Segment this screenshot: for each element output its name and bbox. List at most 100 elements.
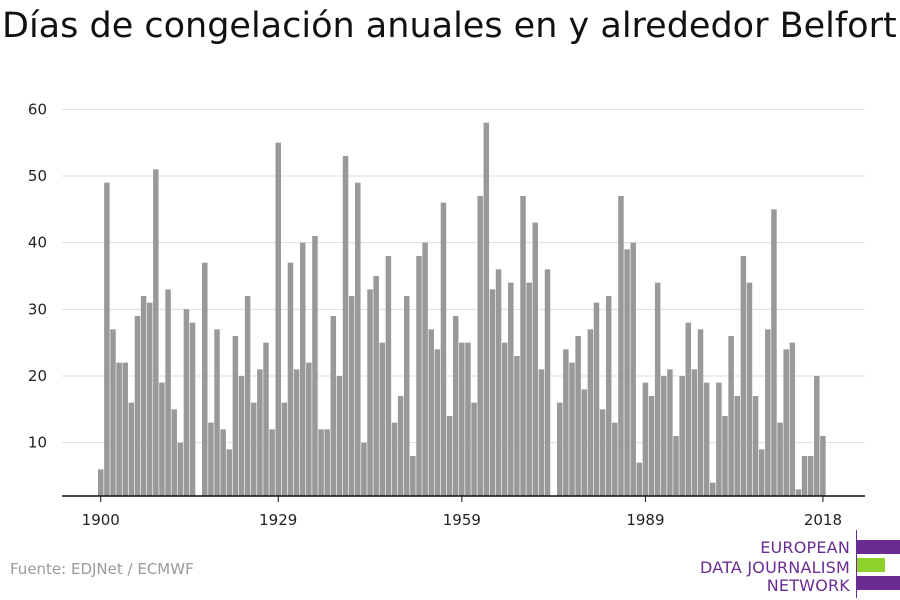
bar-1955 <box>434 349 441 496</box>
y-tick-label: 20 <box>28 367 47 385</box>
bar-1930 <box>281 402 288 496</box>
bar-1932 <box>293 369 300 496</box>
bar-1912 <box>171 409 177 496</box>
bar-1929 <box>275 142 281 496</box>
bar-2014 <box>795 489 802 496</box>
bar-1945 <box>373 276 379 496</box>
bar-1917 <box>202 262 208 496</box>
bar-1986 <box>624 249 630 496</box>
bar-1952 <box>416 256 422 496</box>
bar-1908 <box>146 302 153 496</box>
bar-2004 <box>734 396 740 496</box>
bar-1987 <box>630 242 636 496</box>
bar-1994 <box>673 436 679 496</box>
bar-1934 <box>306 362 312 496</box>
bar-2003 <box>728 336 734 496</box>
x-tick-label: 2018 <box>804 511 842 529</box>
bar-1959 <box>459 342 465 496</box>
bar-2008 <box>758 449 765 496</box>
y-tick-label: 30 <box>28 300 47 318</box>
bar-1926 <box>257 369 263 496</box>
bar-1921 <box>226 449 233 496</box>
bar-1992 <box>661 376 667 496</box>
bar-1990 <box>648 396 655 496</box>
bar-1915 <box>189 322 196 496</box>
x-tick-label: 1989 <box>626 511 664 529</box>
y-tick-label: 50 <box>28 167 47 185</box>
bar-2018 <box>820 436 826 496</box>
bar-1977 <box>569 362 575 496</box>
bar-2002 <box>722 416 728 496</box>
bar-1975 <box>557 402 563 496</box>
bar-2005 <box>740 256 747 496</box>
bar-1940 <box>342 156 349 496</box>
bar-1957 <box>446 416 453 496</box>
bar-1982 <box>599 409 606 496</box>
bar-1993 <box>667 369 673 496</box>
bar-1998 <box>697 329 704 496</box>
bar-1901 <box>104 182 110 496</box>
bar-1924 <box>244 296 251 496</box>
bar-1927 <box>263 342 269 496</box>
bar-2013 <box>789 342 796 496</box>
logo-line-1: EUROPEAN <box>760 538 850 557</box>
bar-1922 <box>232 336 239 496</box>
bar-2011 <box>777 422 783 496</box>
logo-line-2: DATA JOURNALISM <box>700 558 850 577</box>
x-tick-label: 1900 <box>82 511 120 529</box>
bar-1995 <box>679 376 685 496</box>
y-tick-label: 10 <box>28 434 47 452</box>
edjnet-logo: EUROPEAN DATA JOURNALISM NETWORK <box>700 530 900 598</box>
bar-1999 <box>703 382 710 496</box>
bar-2010 <box>771 209 777 497</box>
bar-1948 <box>391 422 398 496</box>
bar-1997 <box>691 369 698 496</box>
x-tick-label: 1959 <box>443 511 481 529</box>
bar-1928 <box>269 429 275 496</box>
y-tick-label: 40 <box>28 234 47 252</box>
bar-1907 <box>140 296 147 496</box>
bar-1958 <box>452 316 459 496</box>
bar-1935 <box>312 236 318 496</box>
bar-2012 <box>783 349 789 496</box>
y-axis-labels: 10 20 30 40 50 60 <box>28 100 47 451</box>
bar-2000 <box>710 482 716 496</box>
bar-1970 <box>526 282 532 496</box>
bar-1956 <box>440 202 447 496</box>
bar-1973 <box>544 269 551 496</box>
bar-1991 <box>654 282 661 496</box>
bar-1968 <box>514 356 520 496</box>
bar-1947 <box>385 256 392 496</box>
bar-1996 <box>685 322 692 496</box>
bar-1903 <box>116 362 122 496</box>
bar-1910 <box>159 382 165 496</box>
bar-1954 <box>428 329 434 496</box>
bar-1904 <box>122 362 128 496</box>
bar-1939 <box>336 376 343 496</box>
bar-1933 <box>299 242 306 496</box>
bar-1911 <box>165 289 171 496</box>
y-tick-label: 60 <box>28 100 47 118</box>
bar-1925 <box>251 402 257 496</box>
bar-1988 <box>636 462 643 496</box>
bar-1905 <box>128 402 135 496</box>
bar-1969 <box>520 196 526 496</box>
bar-2006 <box>746 282 753 496</box>
bar-1943 <box>361 442 367 496</box>
bar-1965 <box>495 269 502 496</box>
bar-1985 <box>618 196 624 496</box>
bar-1972 <box>538 369 545 496</box>
bar-2016 <box>807 456 814 496</box>
bars <box>98 122 826 497</box>
bar-1936 <box>318 429 324 496</box>
bar-1967 <box>508 282 514 496</box>
bar-1963 <box>483 122 490 497</box>
bar-2015 <box>801 456 808 496</box>
bar-1931 <box>287 262 294 496</box>
bar-1960 <box>465 342 471 496</box>
bar-1981 <box>593 302 600 496</box>
bar-1966 <box>501 342 508 496</box>
bar-1980 <box>587 329 594 496</box>
bar-1937 <box>324 429 330 496</box>
bar-2009 <box>765 329 771 496</box>
